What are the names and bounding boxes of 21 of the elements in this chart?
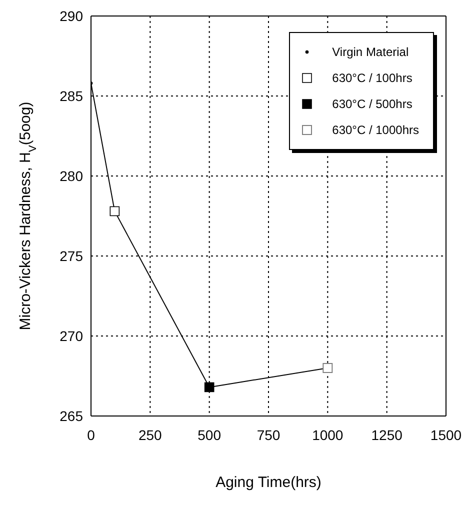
y-tick-label: 265 bbox=[60, 408, 84, 424]
point bbox=[204, 382, 214, 392]
y-tick-label: 290 bbox=[60, 8, 84, 24]
legend-label: 630°C / 100hrs bbox=[332, 70, 412, 87]
x-axis-title: Aging Time(hrs) bbox=[216, 474, 322, 491]
legend-label: Virgin Material bbox=[332, 44, 409, 61]
x-tick-label: 0 bbox=[87, 426, 96, 443]
y-tick-label: 285 bbox=[60, 88, 84, 104]
point bbox=[110, 206, 120, 216]
x-tick-label: 1000 bbox=[312, 426, 344, 443]
y-tick-label: 270 bbox=[60, 328, 84, 344]
legend-label: 630°C / 1000hrs bbox=[332, 122, 419, 139]
point bbox=[322, 363, 333, 373]
y-tick-label: 280 bbox=[60, 168, 84, 184]
x-tick-label: 1250 bbox=[371, 426, 403, 443]
x-tick-label: 750 bbox=[256, 426, 280, 443]
y-tick-label: 275 bbox=[60, 248, 84, 264]
x-tick-label: 1500 bbox=[430, 426, 462, 443]
x-tick-label: 500 bbox=[198, 426, 222, 443]
x-tick-label: 250 bbox=[138, 426, 162, 443]
legend-label: 630°C / 500hrs bbox=[332, 96, 412, 113]
